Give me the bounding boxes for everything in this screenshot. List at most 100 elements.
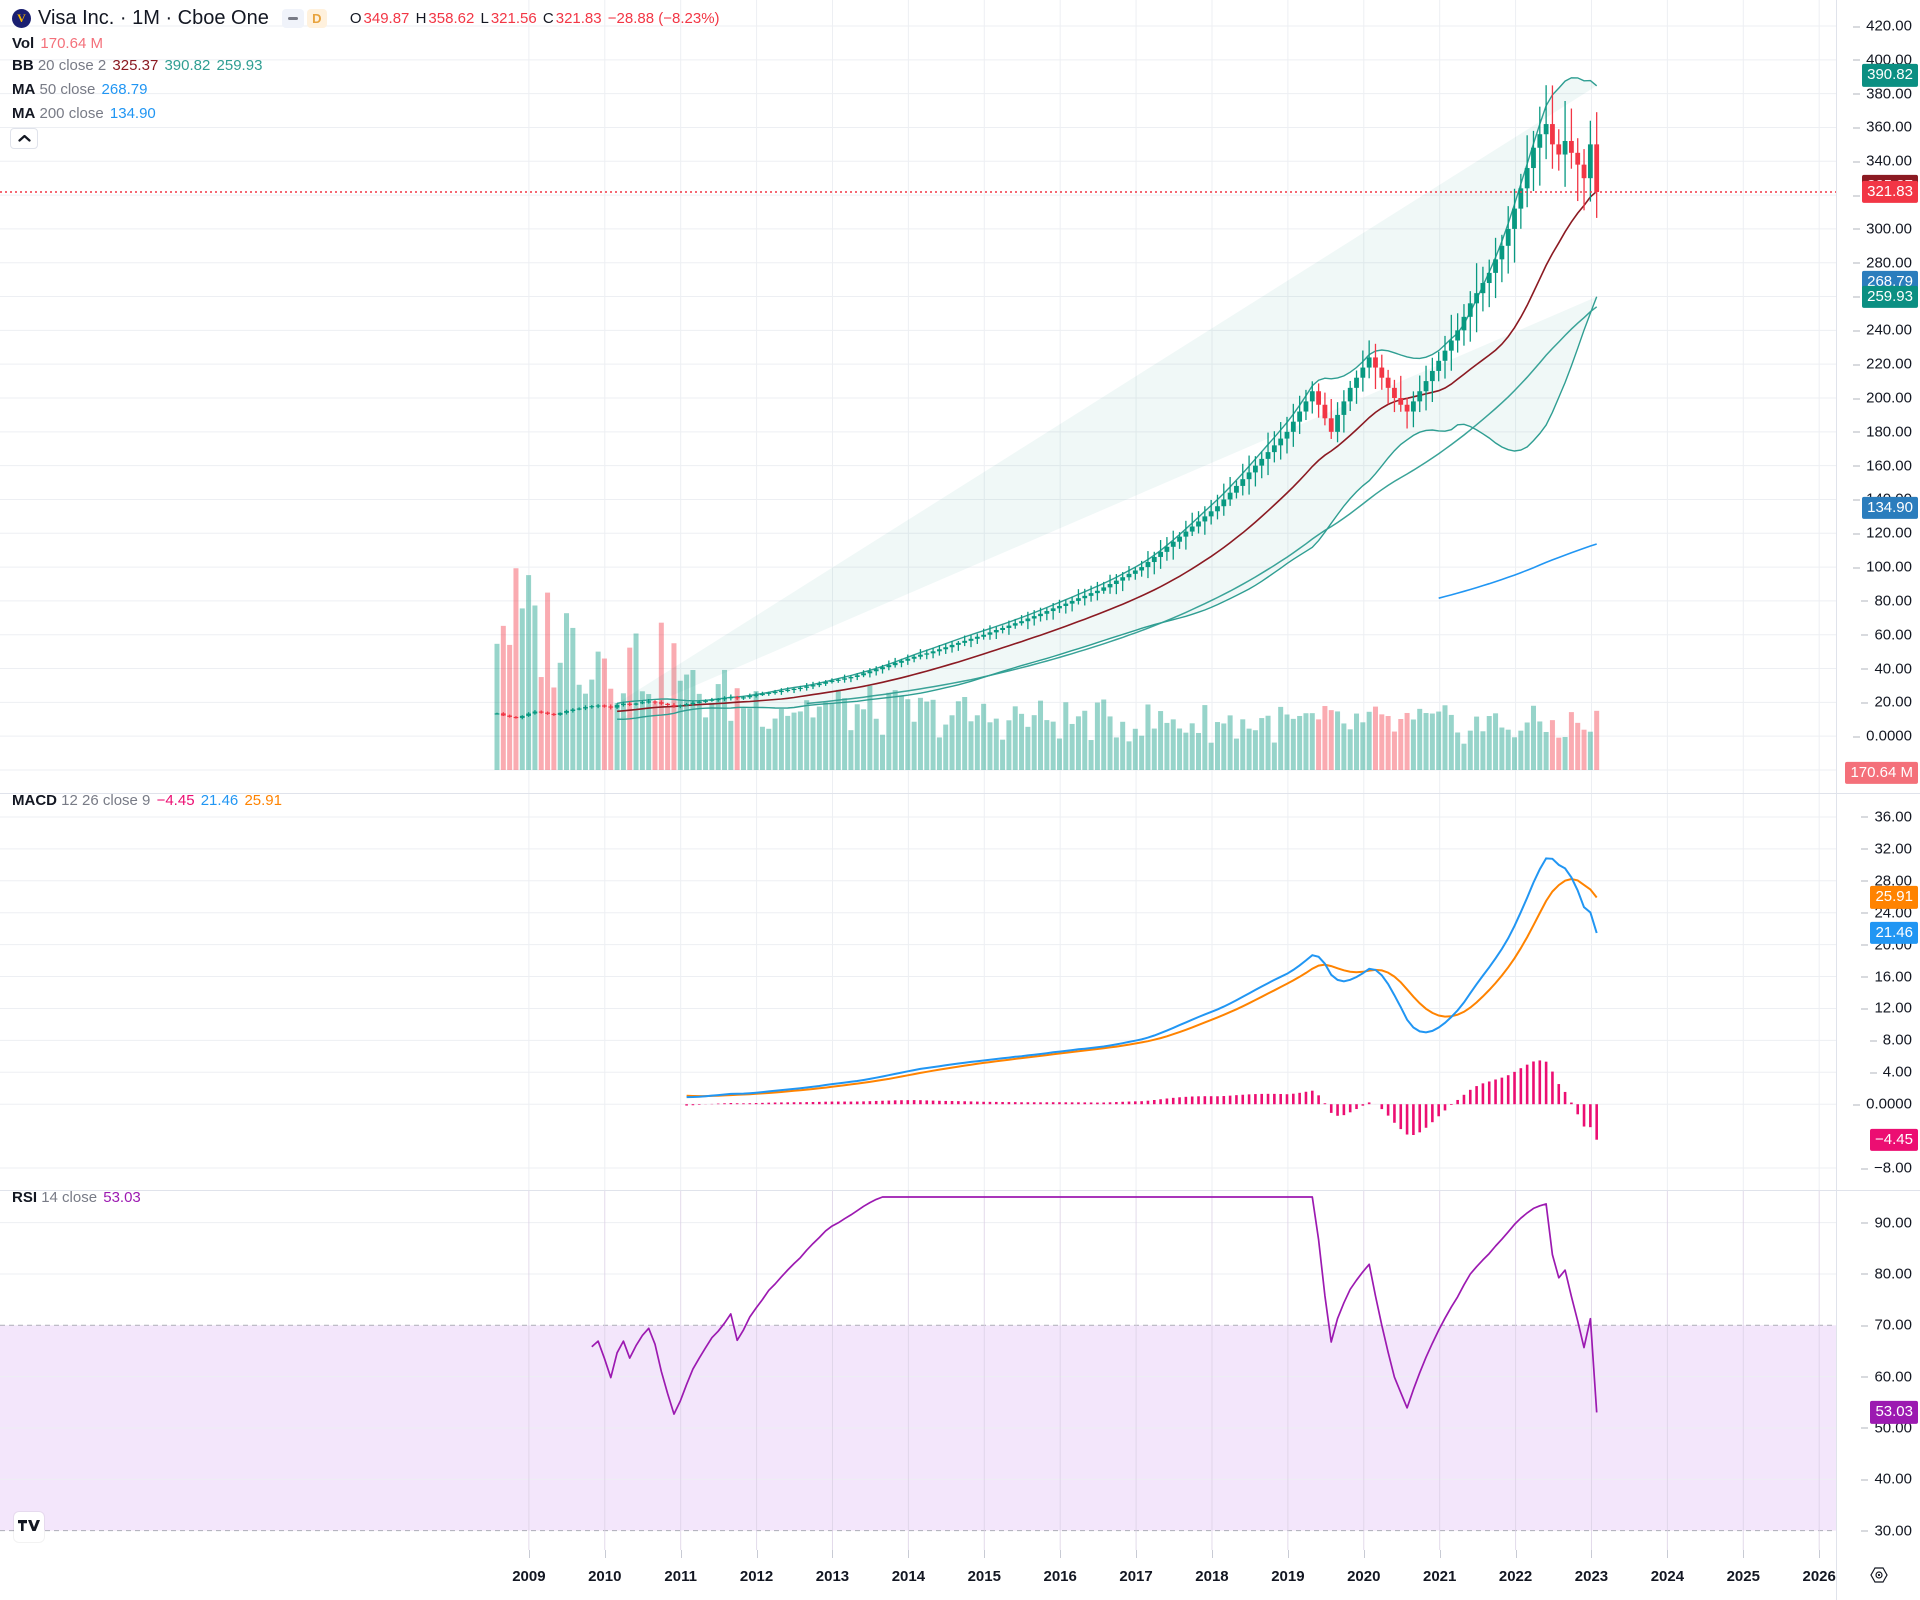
time-axis-year-label: 2014 (891, 1568, 926, 1585)
low-label: L (480, 10, 489, 27)
time-axis-tick (1136, 1550, 1138, 1558)
price-axis-tick: 60.00 (1861, 626, 1912, 644)
time-axis-tick (1287, 1550, 1289, 1558)
tradingview-logo[interactable] (14, 1512, 44, 1542)
volume-value: 170.64 M (40, 35, 103, 52)
price-axis-tick: 20.00 (1861, 693, 1912, 711)
time-axis-year-label: 2022 (1498, 1568, 1533, 1585)
ma200-params: 200 close (39, 105, 104, 122)
time-axis-tick (984, 1550, 986, 1558)
time-axis-tick (1667, 1550, 1669, 1558)
time-axis-year-label: 2025 (1726, 1568, 1760, 1585)
rsi-legend[interactable]: RSI 14 close 53.03 (12, 1189, 141, 1206)
macd-plot-area[interactable] (0, 794, 1836, 1190)
price-axis-tick: 400.00 (1853, 51, 1912, 69)
macd-line-value: 21.46 (200, 792, 239, 809)
price-panel[interactable]: 420.00400.00380.00360.00340.00320.00300.… (0, 0, 1920, 793)
low-value: 321.56 (490, 10, 537, 27)
collapse-legend-button[interactable] (10, 128, 38, 149)
bb-params: 20 close 2 (37, 57, 107, 74)
high-value: 358.62 (428, 10, 475, 27)
rsi-value: 53.03 (103, 1189, 141, 1206)
panel-divider-1[interactable] (0, 793, 1920, 794)
price-axis-tick: 360.00 (1853, 118, 1912, 136)
close-value: 321.83 (555, 10, 602, 27)
price-axis-tick: 0.0000 (1853, 727, 1912, 745)
rsi-chart-svg (0, 1191, 1836, 1550)
tradingview-logo-icon (18, 1519, 40, 1531)
symbol-title[interactable]: Visa Inc. · 1M · Cboe One (38, 7, 269, 29)
time-scale-settings[interactable] (1836, 1550, 1920, 1600)
bb-lower-badge: 259.93 (1862, 285, 1918, 308)
time-scale[interactable]: 2009 2010 2011 2012 2013 2014 2015 2016 2017 2018… (0, 1550, 1836, 1600)
time-axis-tick (1515, 1550, 1517, 1558)
ma50-label: MA (12, 81, 36, 98)
ma200-legend[interactable]: MA 200 close 134.90 (12, 105, 156, 122)
macd-panel[interactable]: 36.00 32.00 28.00 24.00 20.00 16.00 12.00 8.00 4… (0, 794, 1920, 1190)
time-axis-tick (1211, 1550, 1213, 1558)
macd-axis-tick: 16.00 (1861, 968, 1912, 986)
bb-lower-value: 259.93 (216, 57, 263, 74)
macd-axis-tick: 24.00 (1861, 904, 1912, 922)
volume-badge: 170.64 M (1845, 761, 1918, 785)
price-axis-tick: 220.00 (1853, 355, 1912, 373)
chart-style-pills[interactable]: D (281, 9, 327, 28)
rsi-axis-tick: 80.00 (1861, 1265, 1912, 1283)
time-axis-tick (832, 1550, 834, 1558)
time-axis-year-label: 2019 (1271, 1568, 1305, 1585)
time-axis-tick (680, 1550, 682, 1558)
time-axis-tick (1591, 1550, 1593, 1558)
rsi-panel[interactable]: 90.00 80.00 70.00 60.00 50.00 40.00 30.00 53.03 (0, 1191, 1920, 1550)
macd-chart-svg (0, 794, 1836, 1190)
time-axis-year-label: 2026 (1802, 1568, 1836, 1585)
time-axis-year-label: 2011 (664, 1568, 697, 1585)
rsi-axis-tick: 50.00 (1861, 1419, 1912, 1437)
rsi-value-badge: 53.03 (1870, 1401, 1918, 1424)
ma50-params: 50 close (39, 81, 96, 98)
change-value: −28.88 (−8.23%) (607, 10, 720, 27)
bb-legend[interactable]: BB 20 close 2 325.37 390.82 259.93 (12, 57, 262, 74)
time-axis-tick (1060, 1550, 1062, 1558)
time-axis-year-label: 2020 (1347, 1568, 1381, 1585)
ma200-label: MA (12, 105, 36, 122)
price-axis-tick: 380.00 (1853, 85, 1912, 103)
macd-scale[interactable]: 36.00 32.00 28.00 24.00 20.00 16.00 12.00 8.00 4… (1836, 794, 1920, 1190)
price-axis-tick: 420.00 (1853, 17, 1912, 35)
macd-axis-tick: 12.00 (1861, 999, 1912, 1017)
price-axis-tick: 160.00 (1853, 457, 1912, 475)
time-axis-tick (1363, 1550, 1365, 1558)
price-scale[interactable]: 420.00400.00380.00360.00340.00320.00300.… (1836, 0, 1920, 793)
time-axis-tick (1439, 1550, 1441, 1558)
price-axis-tick: 180.00 (1853, 423, 1912, 441)
price-axis-tick: 200.00 (1853, 389, 1912, 407)
rsi-scale[interactable]: 90.00 80.00 70.00 60.00 50.00 40.00 30.00 53.03 (1836, 1191, 1920, 1550)
price-axis-tick: 280.00 (1853, 254, 1912, 272)
bb-upper-badge: 390.82 (1862, 64, 1918, 87)
time-axis-year-label: 2018 (1195, 1568, 1229, 1585)
time-axis-year-label: 2016 (1043, 1568, 1077, 1585)
panel-divider-2[interactable] (0, 1190, 1920, 1191)
time-axis-tick (756, 1550, 758, 1558)
target-icon (1869, 1567, 1888, 1583)
ma50-legend[interactable]: MA 50 close 268.79 (12, 81, 147, 98)
bb-basis-value: 325.37 (112, 57, 159, 74)
chart-style-icon[interactable] (281, 9, 304, 28)
rsi-plot-area[interactable] (0, 1191, 1836, 1550)
price-axis-tick: 120.00 (1853, 524, 1912, 542)
time-axis-tick (604, 1550, 606, 1558)
time-axis-year-label: 2012 (739, 1568, 774, 1585)
volume-label: Vol (12, 35, 35, 52)
price-plot-area[interactable] (0, 0, 1836, 793)
macd-axis-tick: 0.0000 (1853, 1095, 1912, 1113)
session-badge[interactable]: D (306, 9, 327, 28)
macd-line-badge: 21.46 (1870, 921, 1918, 945)
macd-axis-tick: 8.00 (1869, 1031, 1912, 1049)
macd-legend[interactable]: MACD 12 26 close 9 −4.45 21.46 25.91 (12, 792, 282, 809)
rsi-axis-tick: 30.00 (1861, 1522, 1912, 1540)
price-axis-tick: 80.00 (1861, 592, 1912, 610)
volume-legend[interactable]: Vol 170.64 M (12, 35, 103, 52)
rsi-axis-tick: 60.00 (1861, 1368, 1912, 1386)
ma200-badge: 134.90 (1862, 496, 1918, 520)
